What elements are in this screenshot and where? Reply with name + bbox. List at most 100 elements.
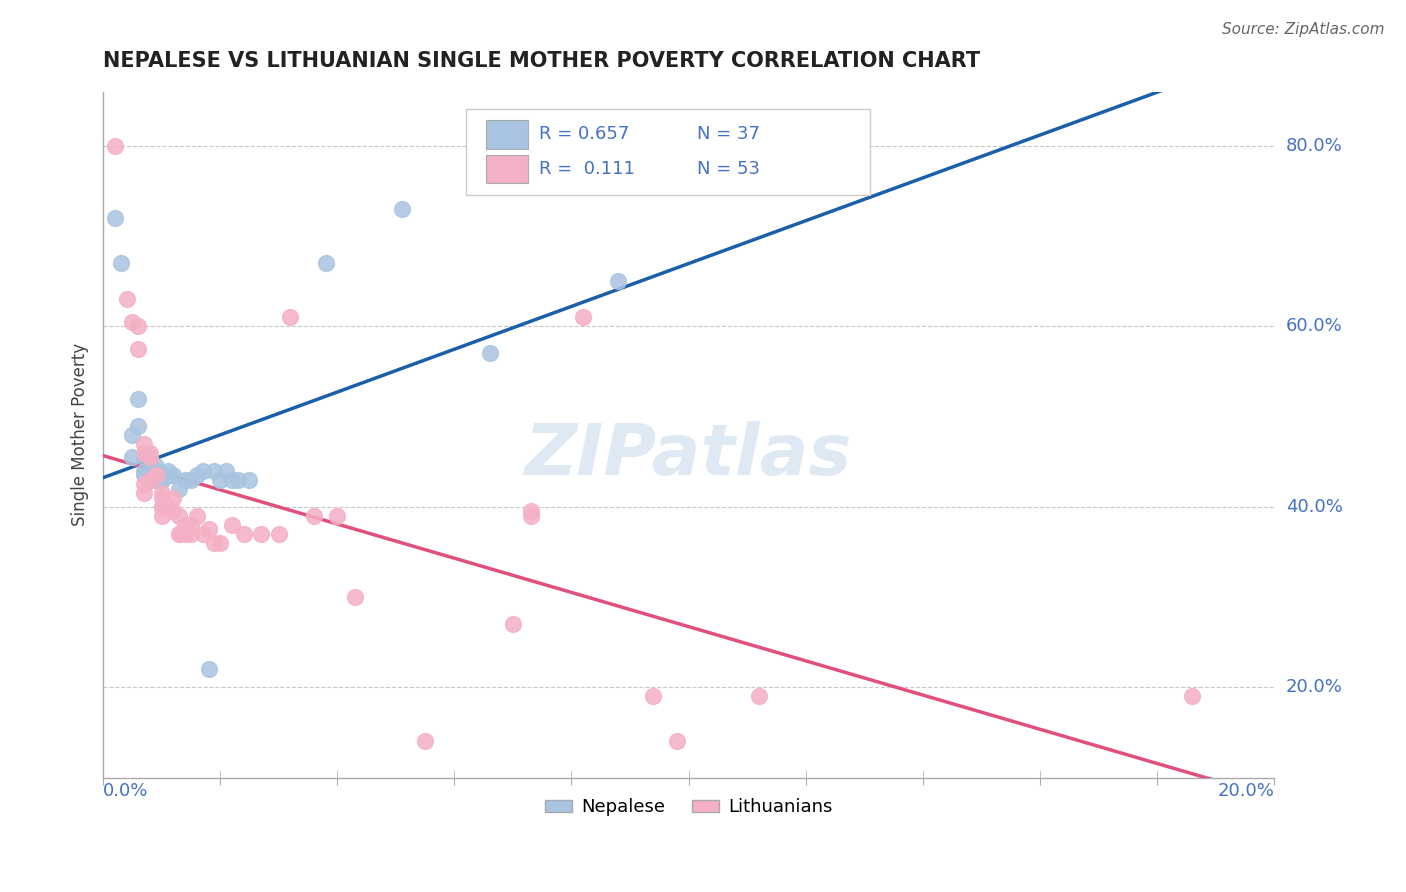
Text: 40.0%: 40.0% xyxy=(1285,498,1343,516)
Point xyxy=(132,464,155,478)
Point xyxy=(167,508,190,523)
Point xyxy=(197,522,219,536)
Text: 60.0%: 60.0% xyxy=(1285,318,1343,335)
Point xyxy=(132,450,155,465)
Point xyxy=(167,527,190,541)
Point xyxy=(167,482,190,496)
Point xyxy=(139,473,162,487)
Point xyxy=(156,500,179,514)
Point xyxy=(343,590,366,604)
Point xyxy=(150,486,173,500)
Text: ZIPatlas: ZIPatlas xyxy=(524,421,852,490)
Point xyxy=(391,202,413,216)
Point xyxy=(139,468,162,483)
Point xyxy=(202,536,225,550)
Point xyxy=(519,504,541,518)
Text: N = 53: N = 53 xyxy=(697,160,759,178)
Point xyxy=(127,319,149,334)
Point xyxy=(132,468,155,483)
Point xyxy=(180,473,202,487)
Point xyxy=(174,473,197,487)
Point xyxy=(121,427,143,442)
Point xyxy=(174,527,197,541)
Point xyxy=(226,473,249,487)
FancyBboxPatch shape xyxy=(486,154,529,184)
Point xyxy=(167,527,190,541)
Point xyxy=(502,617,524,632)
Point xyxy=(145,473,167,487)
Point xyxy=(209,536,232,550)
Point xyxy=(121,315,143,329)
Point xyxy=(156,500,179,514)
Point xyxy=(250,527,273,541)
Point xyxy=(180,517,202,532)
Point xyxy=(127,342,149,356)
Point xyxy=(478,346,501,360)
Point xyxy=(519,508,541,523)
Point xyxy=(139,450,162,465)
Point xyxy=(315,256,337,270)
Point xyxy=(150,508,173,523)
Point xyxy=(572,310,595,325)
Point xyxy=(748,690,770,704)
Point xyxy=(156,500,179,514)
Text: 20.0%: 20.0% xyxy=(1218,782,1274,800)
Text: R =  0.111: R = 0.111 xyxy=(538,160,634,178)
Text: 20.0%: 20.0% xyxy=(1285,678,1343,697)
Point xyxy=(665,734,688,748)
Point xyxy=(115,292,138,306)
Point xyxy=(127,418,149,433)
Point xyxy=(174,517,197,532)
Point xyxy=(132,486,155,500)
Point xyxy=(139,464,162,478)
Point xyxy=(162,504,184,518)
Point xyxy=(145,459,167,474)
Point xyxy=(238,473,260,487)
Point xyxy=(221,517,243,532)
Point xyxy=(156,464,179,478)
Point xyxy=(413,734,436,748)
Point xyxy=(180,527,202,541)
Point xyxy=(139,445,162,459)
Text: 0.0%: 0.0% xyxy=(103,782,149,800)
Point xyxy=(150,500,173,514)
Text: R = 0.657: R = 0.657 xyxy=(538,126,628,144)
Point xyxy=(232,527,254,541)
FancyBboxPatch shape xyxy=(467,109,870,194)
Text: Source: ZipAtlas.com: Source: ZipAtlas.com xyxy=(1222,22,1385,37)
Point xyxy=(127,392,149,406)
Text: 80.0%: 80.0% xyxy=(1285,136,1343,155)
Point xyxy=(215,464,238,478)
Point xyxy=(104,138,127,153)
Y-axis label: Single Mother Poverty: Single Mother Poverty xyxy=(72,343,89,526)
Point xyxy=(145,468,167,483)
Point xyxy=(643,690,665,704)
Point xyxy=(162,491,184,505)
Point xyxy=(110,256,132,270)
Point xyxy=(186,508,208,523)
Point xyxy=(104,211,127,225)
Point xyxy=(145,468,167,483)
Text: NEPALESE VS LITHUANIAN SINGLE MOTHER POVERTY CORRELATION CHART: NEPALESE VS LITHUANIAN SINGLE MOTHER POV… xyxy=(103,51,980,70)
Point xyxy=(221,473,243,487)
Point xyxy=(162,468,184,483)
Point xyxy=(156,468,179,483)
Point xyxy=(326,508,349,523)
Point xyxy=(197,662,219,676)
Point xyxy=(145,464,167,478)
Point xyxy=(139,473,162,487)
FancyBboxPatch shape xyxy=(486,120,529,149)
Point xyxy=(132,445,155,459)
Point xyxy=(607,274,630,288)
Point xyxy=(209,473,232,487)
Point xyxy=(302,508,325,523)
Point xyxy=(132,436,155,450)
Point xyxy=(186,468,208,483)
Point xyxy=(132,477,155,491)
Point xyxy=(145,468,167,483)
Point xyxy=(150,491,173,505)
Text: N = 37: N = 37 xyxy=(697,126,759,144)
Point xyxy=(150,500,173,514)
Point xyxy=(280,310,302,325)
Point xyxy=(191,527,214,541)
